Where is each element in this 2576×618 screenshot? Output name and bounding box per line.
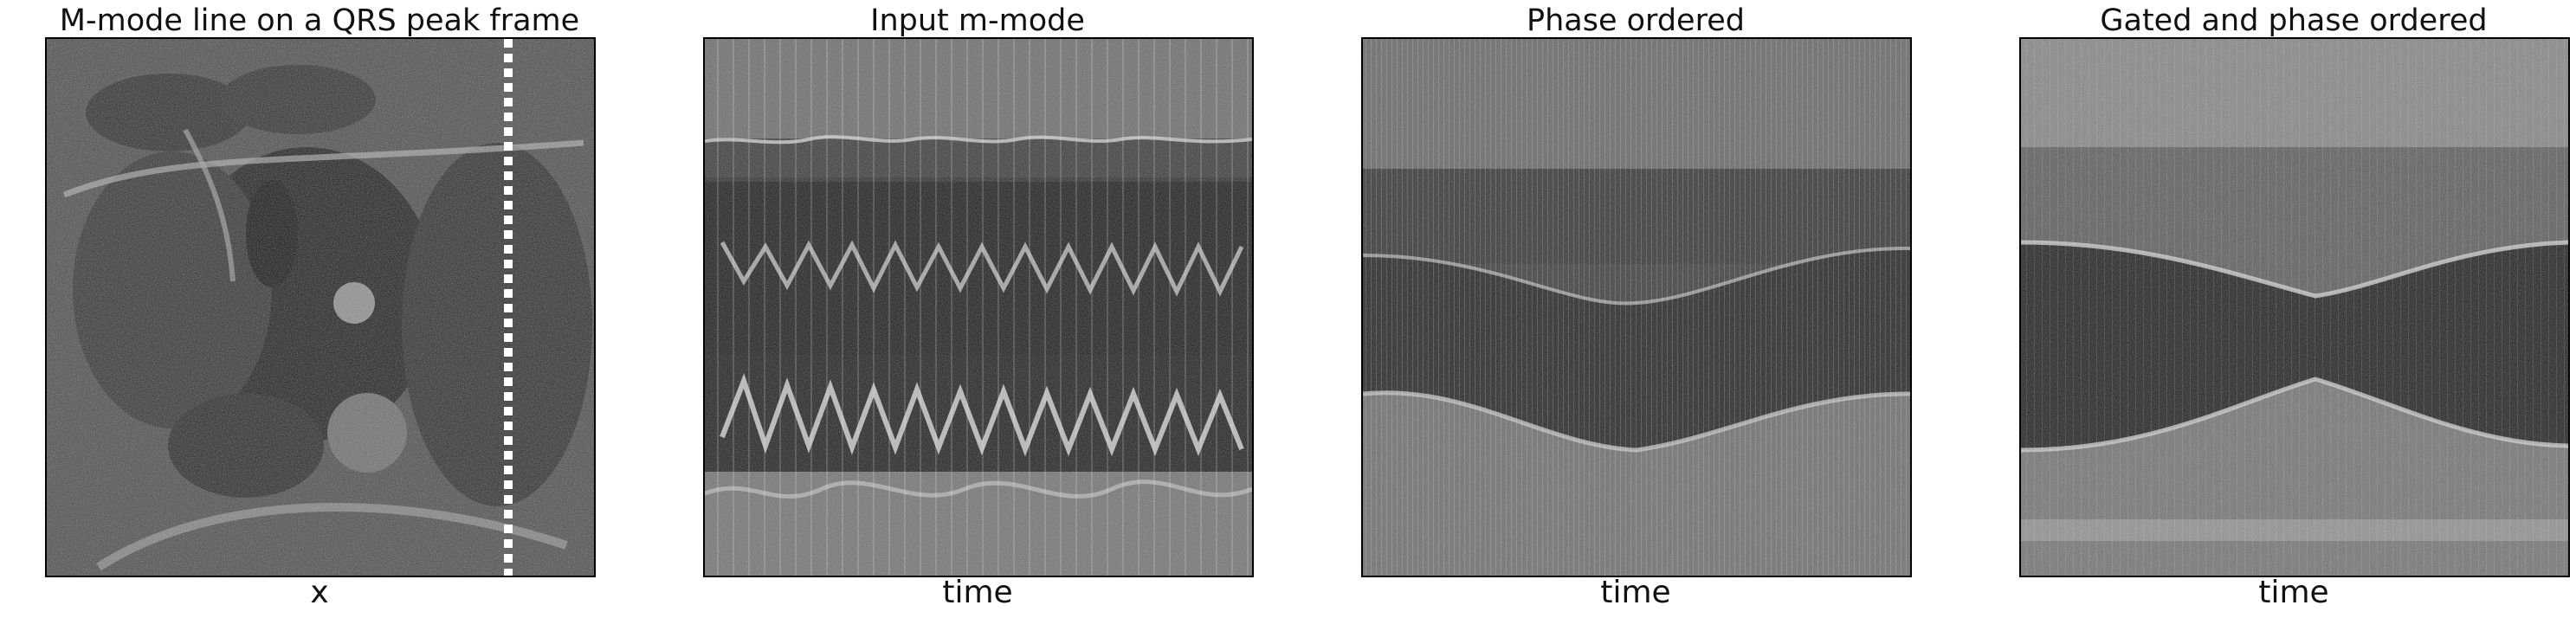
panel-phase-ordered: Phase ordered [1361,0,1912,618]
panel-title: Input m-mode [870,3,1085,38]
x-axis-label: time [2258,575,2329,610]
panel-mmode-line: M-mode line on a QRS peak frame y [45,0,596,618]
panel-title: M-mode line on a QRS peak frame [59,3,580,38]
gated-phase-ordered-image-svg [2021,39,2568,576]
panel-gated-phase-ordered: Gated and phase ordered [2019,0,2570,618]
ultrasound-frame-image [45,37,596,577]
input-mmode-image [703,37,1254,577]
x-axis-label: time [942,575,1013,610]
panel-title: Gated and phase ordered [2100,3,2488,38]
gated-phase-ordered-image [2019,37,2570,577]
x-axis-label: x [310,575,329,610]
x-axis-label: time [1600,575,1671,610]
ultrasound-frame-image-svg [47,39,594,576]
panel-input-mmode: Input m-mode [703,0,1254,618]
panel-title: Phase ordered [1527,3,1745,38]
phase-ordered-image [1361,37,1912,577]
input-mmode-image-svg [705,39,1252,576]
phase-ordered-image-svg [1363,39,1910,576]
